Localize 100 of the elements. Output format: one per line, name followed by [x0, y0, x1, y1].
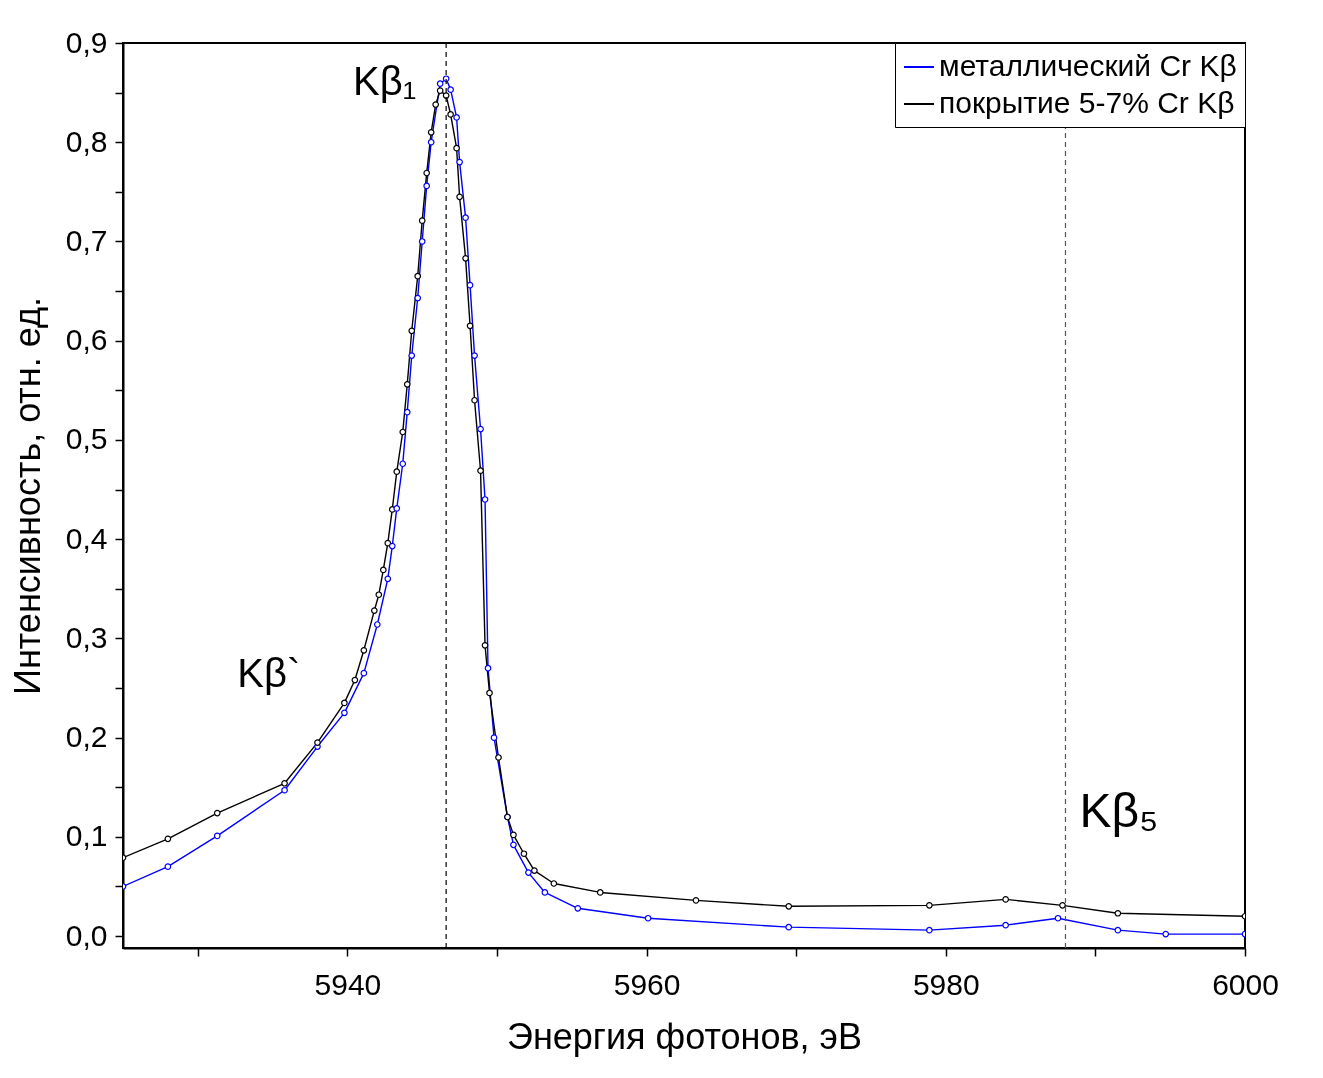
point	[785, 902, 793, 910]
point	[408, 352, 416, 359]
point	[453, 144, 460, 152]
point	[926, 902, 933, 909]
point	[388, 542, 396, 550]
point	[403, 381, 411, 388]
point	[414, 272, 422, 280]
point	[427, 128, 435, 136]
legend-label: покрытие 5-7% Cr Kβ	[939, 86, 1235, 119]
point	[481, 642, 489, 649]
point	[574, 904, 582, 912]
point	[341, 699, 348, 707]
point	[477, 467, 484, 475]
point	[384, 539, 392, 547]
point	[442, 92, 450, 99]
point	[447, 111, 454, 118]
x-axis-title: Энергия фотонов, эВ	[507, 1015, 862, 1057]
point	[490, 734, 498, 741]
point	[375, 591, 383, 599]
point	[370, 607, 378, 614]
point	[486, 689, 493, 697]
y-tick-label: 0,1	[65, 819, 108, 853]
y-tick-label: 0,4	[65, 521, 108, 555]
point	[495, 754, 502, 761]
y-tick-label: 0,5	[65, 422, 108, 456]
point	[525, 869, 532, 876]
y-tick-label: 0,6	[65, 323, 108, 357]
point	[477, 425, 484, 433]
point	[466, 281, 474, 289]
point	[436, 87, 444, 94]
x-tick-label: 5940	[314, 967, 382, 1001]
point	[427, 138, 435, 146]
y-tick-label: 0,2	[65, 720, 108, 754]
point	[393, 505, 401, 512]
point	[510, 831, 517, 839]
point	[414, 294, 422, 302]
point	[164, 835, 172, 843]
point	[471, 396, 478, 404]
point	[164, 863, 172, 870]
point	[423, 169, 431, 177]
point	[314, 739, 321, 746]
point	[379, 566, 387, 574]
point	[541, 889, 549, 896]
y-tick-label: 0,0	[65, 918, 108, 952]
point	[447, 86, 454, 93]
y-tick-label: 0,7	[65, 223, 108, 257]
point	[351, 676, 359, 684]
annotation: Kβ`	[237, 650, 301, 695]
point	[1114, 926, 1122, 934]
point	[1114, 909, 1122, 917]
x-tick-label: 6000	[1212, 967, 1279, 1001]
point	[341, 709, 348, 717]
point	[596, 889, 604, 896]
point	[360, 646, 368, 654]
point	[1002, 896, 1009, 903]
point	[481, 496, 489, 503]
point	[510, 841, 517, 849]
point	[484, 664, 492, 672]
point	[418, 238, 426, 245]
point	[785, 923, 793, 931]
point	[388, 506, 396, 513]
point	[393, 468, 401, 476]
point	[399, 460, 407, 468]
point	[403, 408, 411, 416]
point	[456, 193, 463, 201]
point	[520, 850, 528, 858]
annotation: Kβ₅	[1079, 783, 1159, 837]
point	[1162, 930, 1170, 938]
point	[432, 101, 439, 108]
point	[1059, 902, 1066, 909]
point	[1002, 921, 1009, 929]
point	[531, 867, 538, 874]
x-tick-label: 5960	[613, 967, 681, 1001]
point	[213, 832, 221, 840]
point	[926, 926, 933, 934]
point	[462, 214, 469, 221]
y-tick-label: 0,3	[65, 620, 108, 654]
point	[408, 327, 416, 335]
point	[384, 575, 392, 583]
y-axis-title: Интенсивность, отн. ед.	[6, 297, 48, 695]
y-tick-label: 0,8	[65, 124, 108, 158]
point	[281, 779, 288, 787]
point	[644, 914, 652, 922]
point	[692, 897, 700, 904]
point	[373, 621, 381, 628]
point	[436, 80, 444, 88]
y-tick-label: 0,9	[65, 25, 108, 59]
annotation: Kβ₁	[352, 58, 417, 103]
point	[418, 217, 426, 224]
point	[456, 158, 463, 166]
point	[423, 182, 431, 190]
point	[360, 669, 368, 677]
legend-label: металлический Cr Kβ	[939, 49, 1237, 82]
point	[550, 880, 558, 887]
point	[213, 809, 221, 817]
point	[1054, 914, 1062, 922]
x-tick-label: 5980	[912, 967, 980, 1001]
point	[462, 255, 469, 262]
point	[453, 114, 460, 121]
point	[399, 428, 407, 436]
